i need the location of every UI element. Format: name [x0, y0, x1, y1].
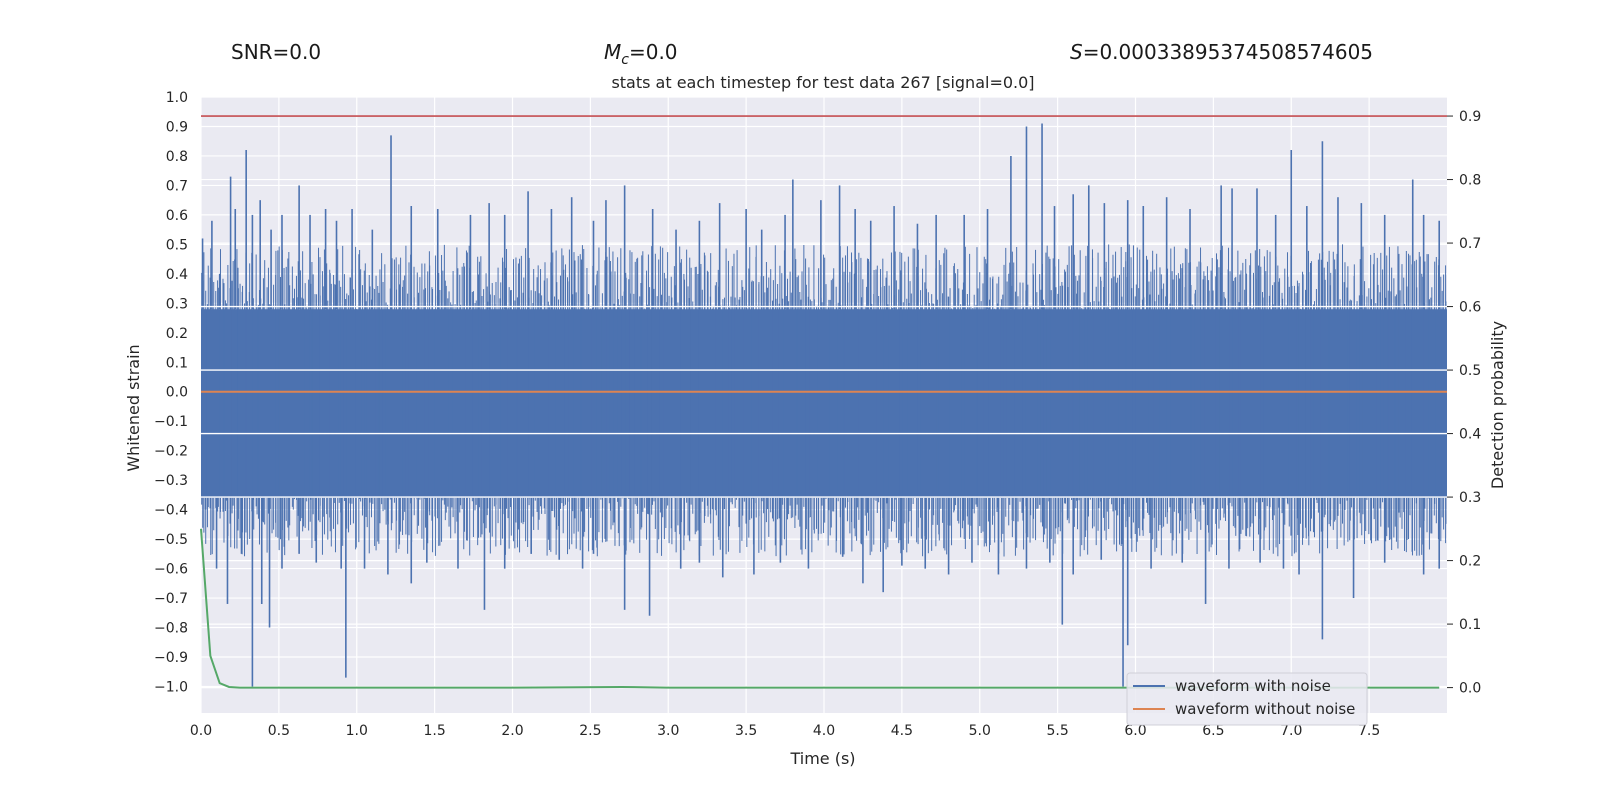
- y2-tick-label: 0.0: [1459, 681, 1481, 697]
- x-tick-label: 1.0: [346, 723, 368, 739]
- x-tick-label: 5.0: [969, 723, 991, 739]
- y-tick-label: 0.5: [166, 237, 188, 253]
- y-tick-label: −0.7: [154, 591, 188, 607]
- y-tick-label: −0.1: [154, 414, 188, 430]
- y-tick-label: 0.3: [166, 296, 188, 312]
- y-tick-label: 0.1: [166, 355, 188, 371]
- mc-value: =0.0: [628, 40, 678, 64]
- y-axis-right: 0.9 0.8 0.7 0.6 0.5 0.4 0.3 0.2 0.1 0.0: [1447, 109, 1481, 697]
- x-tick-label: 4.5: [891, 723, 913, 739]
- s-symbol: S: [1070, 40, 1083, 64]
- x-tick-label: 4.0: [813, 723, 835, 739]
- x-tick-label: 6.5: [1202, 723, 1224, 739]
- y-tick-label: −0.6: [154, 562, 188, 578]
- y-tick-label: 0.4: [166, 267, 188, 283]
- x-tick-label: 3.0: [657, 723, 679, 739]
- y-tick-label: 0.8: [166, 149, 188, 165]
- y2-tick-label: 0.5: [1459, 363, 1481, 379]
- y-tick-label: 0.0: [166, 385, 188, 401]
- y2-tick-label: 0.2: [1459, 554, 1481, 570]
- mc-subscript: c: [621, 52, 629, 68]
- s-statistic-label: S=0.00033895374508574605: [1070, 40, 1373, 64]
- y-tick-label: 0.7: [166, 178, 188, 194]
- y-tick-label: −0.4: [154, 503, 188, 519]
- x-tick-label: 3.5: [735, 723, 757, 739]
- x-tick-label: 5.5: [1046, 723, 1068, 739]
- y-tick-label: −1.0: [154, 679, 188, 695]
- legend: waveform with noise waveform without noi…: [1126, 672, 1368, 726]
- legend-label-noisy: waveform with noise: [1175, 677, 1331, 695]
- y-tick-label: 0.9: [166, 119, 188, 135]
- x-axis-label: Time (s): [789, 749, 855, 768]
- y-tick-label: 0.2: [166, 326, 188, 342]
- x-tick-label: 7.5: [1358, 723, 1380, 739]
- x-tick-label: 7.0: [1280, 723, 1302, 739]
- y-tick-label: −0.5: [154, 532, 188, 548]
- x-tick-label: 6.0: [1124, 723, 1146, 739]
- chart-title: stats at each timestep for test data 267…: [611, 73, 1034, 92]
- detection-probability-line: [200, 528, 1440, 689]
- x-axis: 0.0 0.5 1.0 1.5 2.0 2.5 3.0 3.5 4.0 4.5 5.0 5.5 6.0 6…: [190, 723, 1380, 739]
- y-tick-label: −0.2: [154, 444, 188, 460]
- y-tick-label: −0.3: [154, 473, 188, 489]
- mc-symbol: M: [604, 40, 622, 64]
- y2-tick-label: 0.9: [1459, 109, 1481, 125]
- x-tick-label: 0.5: [268, 723, 290, 739]
- y-tick-label: 0.6: [166, 208, 188, 224]
- y2-tick-label: 0.8: [1459, 173, 1481, 189]
- y-axis-left: 1.0 0.9 0.8 0.7 0.6 0.5 0.4 0.3 0.2 0.1 0.0 −0.1 −0.…: [154, 90, 188, 695]
- legend-box: [1126, 672, 1368, 726]
- x-tick-label: 1.5: [423, 723, 445, 739]
- y-tick-label: −0.8: [154, 621, 188, 637]
- x-tick-label: 2.5: [579, 723, 601, 739]
- s-value: =0.00033895374508574605: [1082, 40, 1374, 64]
- y2-axis-label: Detection probability: [1488, 321, 1507, 489]
- x-tick-label: 2.0: [501, 723, 523, 739]
- y2-tick-label: 0.3: [1459, 490, 1481, 506]
- snr-label: SNR=0.0: [231, 40, 322, 64]
- chirp-mass-label: Mc=0.0: [604, 40, 678, 68]
- y2-tick-label: 0.6: [1459, 300, 1481, 316]
- x-tick-label: 0.0: [190, 723, 212, 739]
- legend-label-clean: waveform without noise: [1175, 700, 1355, 718]
- y-tick-label: −0.9: [154, 650, 188, 666]
- y2-tick-label: 0.1: [1459, 617, 1481, 633]
- data-series: [200, 115, 1447, 689]
- y-axis-label: Whitened strain: [124, 344, 143, 471]
- y2-tick-label: 0.7: [1459, 236, 1481, 252]
- y2-tick-label: 0.4: [1459, 427, 1481, 443]
- y-tick-label: 1.0: [166, 90, 188, 106]
